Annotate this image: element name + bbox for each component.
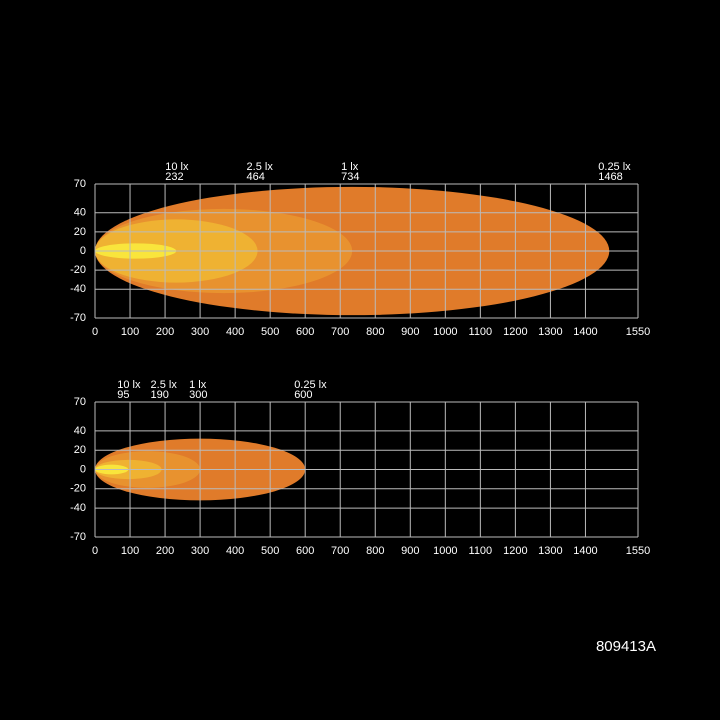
x-tick-label: 600 [296, 545, 314, 557]
contour-reach: 734 [341, 171, 359, 183]
contour-reach: 600 [294, 389, 312, 401]
x-tick-label: 0 [92, 326, 98, 338]
contour-name: 1 lx [341, 161, 359, 173]
x-tick-label: 100 [121, 545, 139, 557]
x-tick-label: 1300 [538, 326, 562, 338]
x-tick-label: 1000 [433, 545, 457, 557]
contour-name: 0.25 lx [598, 161, 631, 173]
contour-name: 1 lx [189, 379, 207, 391]
x-tick-label: 1400 [573, 326, 597, 338]
x-tick-label: 1300 [538, 545, 562, 557]
contour-name: 10 lx [165, 161, 189, 173]
x-tick-label: 1400 [573, 545, 597, 557]
x-tick-label: 800 [366, 326, 384, 338]
x-tick-label: 300 [191, 545, 209, 557]
x-tick-label: 400 [226, 326, 244, 338]
x-tick-label: 1550 [626, 545, 650, 557]
x-tick-label: 200 [156, 326, 174, 338]
x-tick-label: 1200 [503, 326, 527, 338]
y-tick-label: 0 [80, 463, 86, 475]
x-tick-label: 100 [121, 326, 139, 338]
x-tick-label: 200 [156, 545, 174, 557]
x-tick-label: 600 [296, 326, 314, 338]
contour-reach: 464 [247, 171, 265, 183]
y-tick-label: 70 [74, 178, 86, 190]
y-tick-label: 20 [74, 444, 86, 456]
contour-reach: 1468 [598, 171, 622, 183]
contour-name: 2.5 lx [247, 161, 274, 173]
y-tick-label: 0 [80, 245, 86, 257]
x-tick-label: 300 [191, 326, 209, 338]
contour-reach: 232 [165, 171, 183, 183]
y-tick-label: 20 [74, 226, 86, 238]
y-tick-label: -40 [70, 502, 86, 514]
contour-reach: 300 [189, 389, 207, 401]
x-tick-label: 700 [331, 545, 349, 557]
x-tick-label: 500 [261, 326, 279, 338]
contour-name: 10 lx [117, 379, 141, 391]
x-tick-label: 1000 [433, 326, 457, 338]
y-tick-label: -20 [70, 264, 86, 276]
y-tick-label: -20 [70, 483, 86, 495]
x-tick-label: 500 [261, 545, 279, 557]
x-tick-label: 700 [331, 326, 349, 338]
contour-name: 0.25 lx [294, 379, 327, 391]
x-tick-label: 0 [92, 545, 98, 557]
x-tick-label: 1550 [626, 326, 650, 338]
x-tick-label: 1100 [469, 326, 493, 338]
y-tick-label: 70 [74, 396, 86, 408]
contour-reach: 95 [117, 389, 129, 401]
contour-reach: 190 [151, 389, 169, 401]
x-tick-label: 1200 [503, 545, 527, 557]
y-tick-label: 40 [74, 425, 86, 437]
contour-name: 2.5 lx [151, 379, 178, 391]
code-label: 809413A [596, 638, 656, 655]
y-tick-label: -70 [70, 312, 86, 324]
x-tick-label: 1100 [469, 545, 493, 557]
x-tick-label: 400 [226, 545, 244, 557]
y-tick-label: 40 [74, 207, 86, 219]
y-tick-label: -70 [70, 531, 86, 543]
x-tick-label: 900 [401, 326, 419, 338]
x-tick-label: 800 [366, 545, 384, 557]
y-tick-label: -40 [70, 283, 86, 295]
x-tick-label: 900 [401, 545, 419, 557]
